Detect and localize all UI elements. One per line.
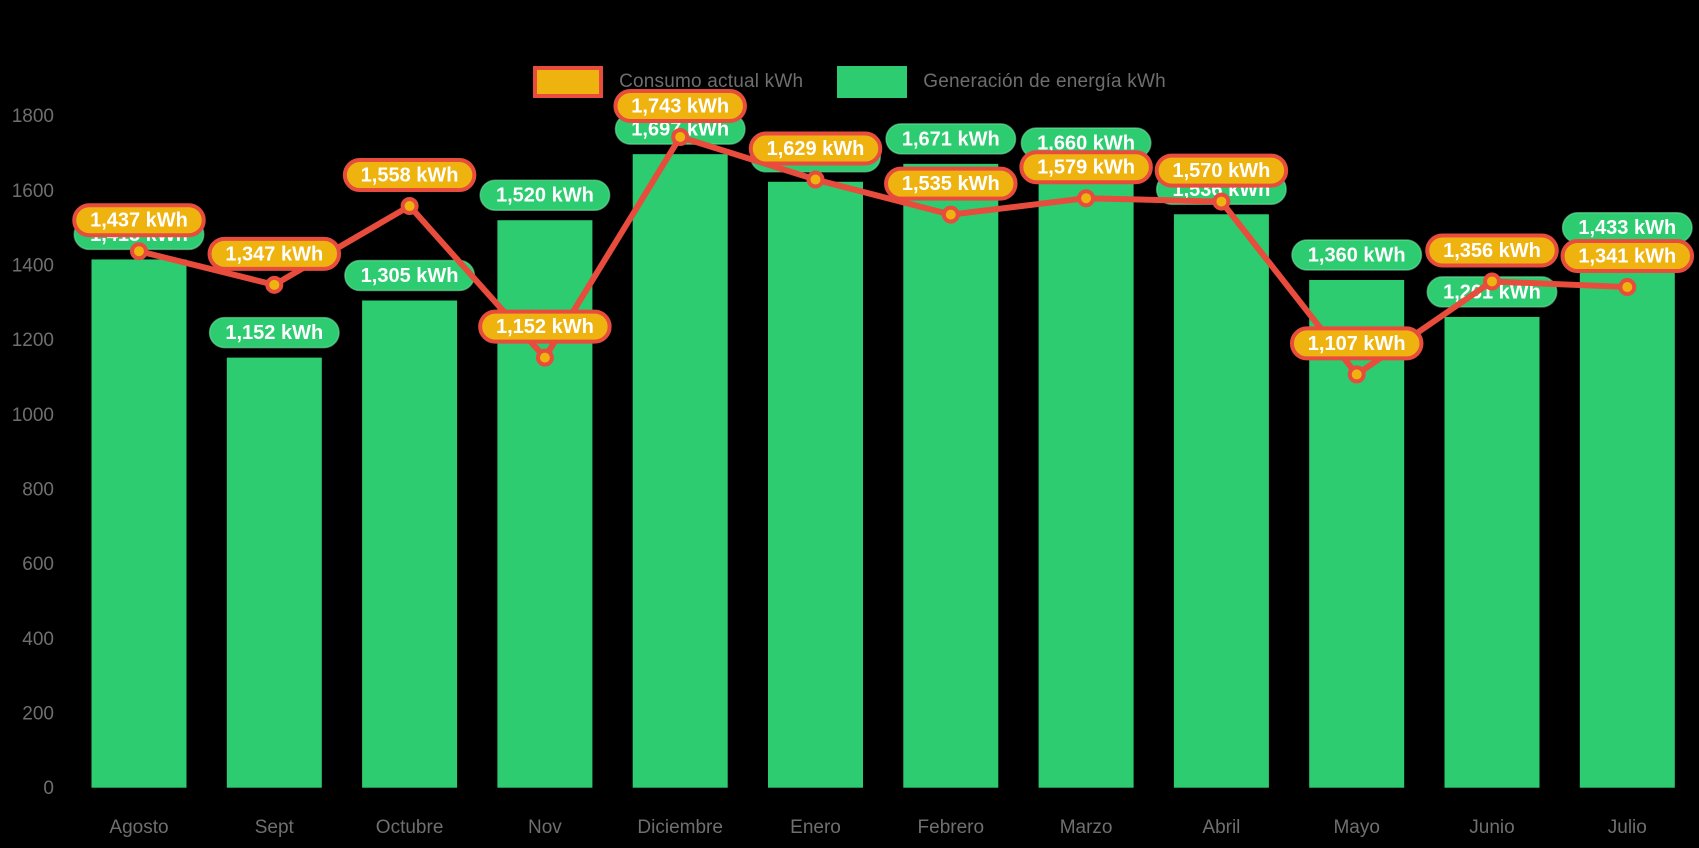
generation-bar xyxy=(903,163,999,788)
consumption-value-pill-text: 1,107 kWh xyxy=(1308,333,1406,355)
legend-item-consumption[interactable]: Consumo actual kWh xyxy=(533,66,803,98)
y-axis-tick-label: 200 xyxy=(22,704,54,725)
generation-value-pill xyxy=(1291,239,1423,271)
generation-bar xyxy=(632,154,728,788)
consumption-point xyxy=(671,127,690,146)
x-axis-month-label: Mayo xyxy=(1333,817,1379,838)
consumption-point xyxy=(1483,272,1501,291)
consumption-point xyxy=(806,170,825,189)
y-axis-tick-label: 1600 xyxy=(12,181,54,202)
generation-bar xyxy=(1444,316,1540,788)
x-axis-month-label: Diciembre xyxy=(637,817,723,838)
generation-value-pill-text: 1,660 kWh xyxy=(1037,132,1135,154)
y-axis-tick-label: 1800 xyxy=(12,106,54,127)
consumption-value-pill xyxy=(748,131,883,166)
generation-value-pill-text: 1,360 kWh xyxy=(1308,244,1406,266)
x-axis-month-label: Enero xyxy=(790,817,841,838)
consumption-swatch-icon xyxy=(533,66,604,98)
consumption-value-pill-text: 1,570 kWh xyxy=(1172,160,1270,182)
consumption-value-pill xyxy=(884,166,1018,201)
consumption-value-pill xyxy=(342,158,477,193)
y-axis-tick-label: 1400 xyxy=(12,256,54,277)
legend-label-generation: Generación de energía kWh xyxy=(923,71,1166,92)
x-axis-month-label: Octubre xyxy=(376,817,444,838)
generation-value-pill xyxy=(479,179,611,211)
legend-label-consumption: Consumo actual kWh xyxy=(619,71,804,92)
generation-bar xyxy=(1173,214,1269,788)
generation-swatch-icon xyxy=(837,66,908,98)
consumption-value-pill-text: 1,347 kWh xyxy=(225,243,323,265)
consumption-point xyxy=(400,197,419,216)
generation-bar xyxy=(91,259,187,788)
y-axis-tick-label: 1200 xyxy=(12,330,54,351)
consumption-value-pill xyxy=(1560,239,1695,274)
consumption-value-pill xyxy=(207,236,342,271)
generation-value-pill-text: 1,671 kWh xyxy=(902,128,1000,150)
generation-bar xyxy=(226,357,322,788)
x-axis-month-label: Sept xyxy=(255,817,295,838)
consumption-point xyxy=(1077,189,1096,208)
consumption-value-pill-text: 1,437 kWh xyxy=(90,210,188,232)
y-axis-tick-label: 800 xyxy=(22,480,54,501)
consumption-value-pill-text: 1,152 kWh xyxy=(496,316,594,338)
consumption-value-pill-text: 1,356 kWh xyxy=(1443,240,1541,262)
consumption-point xyxy=(1212,192,1231,211)
y-axis-tick-label: 400 xyxy=(22,629,54,650)
consumption-point xyxy=(130,242,148,261)
generation-bar xyxy=(768,181,863,788)
y-axis-tick-label: 1000 xyxy=(12,405,54,426)
generation-value-pill-text: 1,152 kWh xyxy=(225,322,323,344)
consumption-value-pill xyxy=(1289,326,1424,361)
generation-bar xyxy=(1309,279,1405,788)
consumption-value-pill-text: 1,629 kWh xyxy=(767,138,865,160)
generation-value-pill xyxy=(885,123,1017,155)
consumption-value-pill xyxy=(613,88,747,123)
generation-bar xyxy=(1038,167,1134,788)
generation-value-pill xyxy=(208,316,340,349)
x-axis-month-label: Marzo xyxy=(1060,817,1113,838)
consumption-value-pill-text: 1,743 kWh xyxy=(631,95,729,117)
consumption-value-pill xyxy=(478,309,612,344)
generation-value-pill-text: 1,433 kWh xyxy=(1578,217,1676,239)
x-axis-month-label: Febrero xyxy=(918,817,985,838)
consumption-point xyxy=(535,348,554,367)
consumption-value-pill-text: 1,341 kWh xyxy=(1578,246,1676,268)
y-axis-tick-label: 600 xyxy=(22,554,54,575)
consumption-value-pill xyxy=(1154,153,1289,188)
consumption-value-pill-text: 1,579 kWh xyxy=(1037,157,1135,179)
consumption-point xyxy=(265,275,284,294)
generation-bar xyxy=(1579,252,1675,788)
consumption-value-pill xyxy=(1425,233,1559,268)
x-axis-month-label: Agosto xyxy=(109,817,168,838)
consumption-point xyxy=(1347,365,1366,384)
x-axis-month-label: Nov xyxy=(528,817,562,838)
consumption-point xyxy=(1618,278,1637,297)
consumption-value-pill-text: 1,558 kWh xyxy=(361,165,459,187)
x-axis-month-label: Junio xyxy=(1469,817,1514,838)
legend: Consumo actual kWh Generación de energía… xyxy=(0,66,1699,98)
y-axis-tick-label: 0 xyxy=(43,778,54,799)
x-axis-month-label: Julio xyxy=(1608,817,1647,838)
consumption-value-pill xyxy=(1019,150,1153,185)
consumption-value-pill-text: 1,535 kWh xyxy=(902,173,1000,195)
generation-value-pill-text: 1,305 kWh xyxy=(361,265,459,287)
consumption-value-pill xyxy=(72,203,206,238)
consumption-point xyxy=(941,205,960,224)
legend-item-generation[interactable]: Generación de energía kWh xyxy=(837,66,1166,98)
x-axis-month-label: Abril xyxy=(1202,817,1240,838)
generation-value-pill-text: 1,520 kWh xyxy=(496,185,594,207)
generation-bar xyxy=(362,300,458,788)
